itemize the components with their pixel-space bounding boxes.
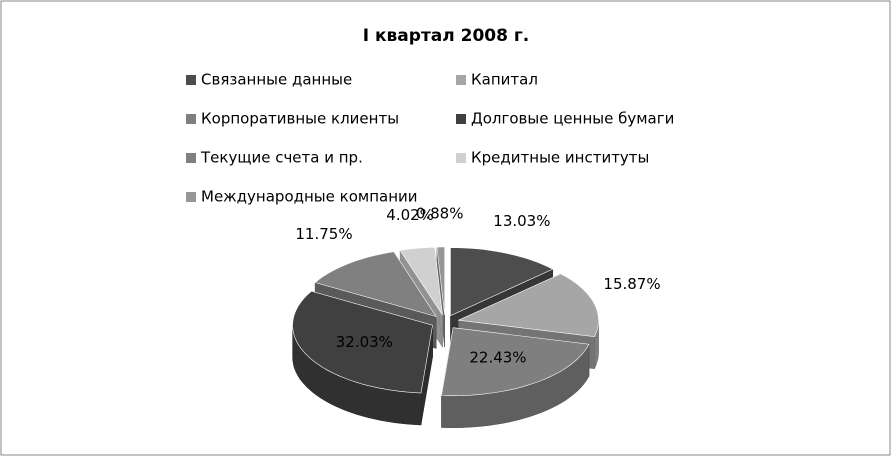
legend-swatch (456, 114, 466, 124)
slice (441, 327, 590, 396)
data-label: 22.43% (469, 349, 526, 367)
legend-label: Текущие счета и пр. (200, 149, 363, 167)
slice (314, 251, 437, 318)
data-label: 13.03% (493, 212, 550, 230)
legend-label: Кредитные институты (471, 149, 649, 167)
slice (457, 273, 599, 338)
legend-swatch (186, 75, 196, 85)
legend-label: Международные компании (201, 188, 418, 206)
slice (399, 246, 443, 316)
legend-label: Долговые ценные бумаги (471, 110, 674, 128)
data-label: 11.75% (295, 225, 352, 243)
chart-title: I квартал 2008 г. (363, 26, 529, 46)
legend-swatch (186, 114, 196, 124)
legend-swatch (186, 153, 196, 163)
legend-swatch (456, 153, 466, 163)
legend-label: Корпоративные клиенты (201, 110, 399, 128)
data-label: 4.02% (386, 206, 434, 224)
data-label: 0.88% (416, 204, 464, 222)
slice (450, 247, 554, 317)
legend-label: Связанные данные (201, 71, 352, 89)
data-label: 32.03% (336, 333, 393, 351)
data-label: 15.87% (603, 275, 660, 293)
slice (436, 246, 445, 316)
legend-label: Капитал (471, 71, 538, 89)
legend-swatch (186, 192, 196, 202)
legend-swatch (456, 75, 466, 85)
slice (292, 290, 433, 394)
